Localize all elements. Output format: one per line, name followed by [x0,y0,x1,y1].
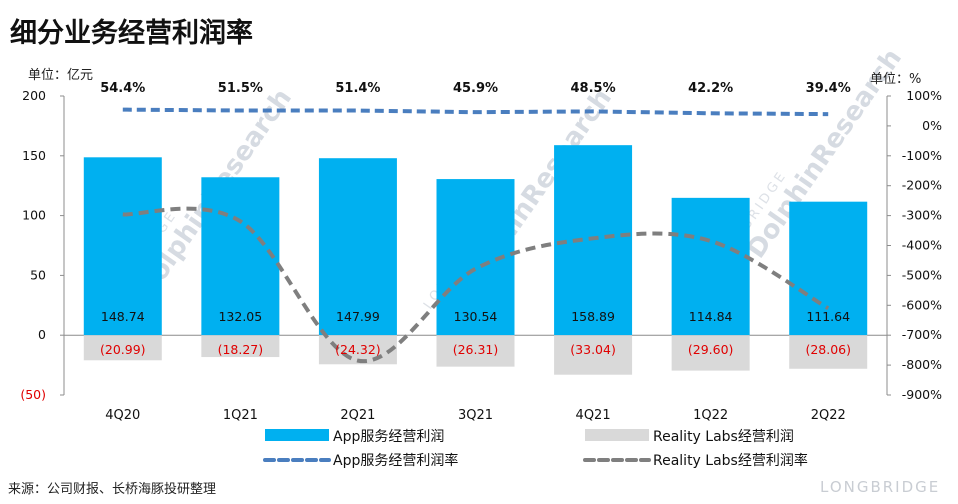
app-margin-label: 51.4% [335,81,380,96]
left-tick-label: 200 [22,88,46,103]
bar-rl-profit [789,335,868,369]
axes: 200 150 100 50 0 (50) 100% 0% -100% -200% -300% -40… [20,88,942,423]
rl-profit-label: (20.99) [100,342,146,357]
rl-profit-label: (18.27) [218,342,264,357]
right-tick-label: -800% [902,357,942,372]
legend: App服务经营利润 Reality Labs经营利润 App服务经营利润率 Re… [263,429,808,469]
bar-app-profit [83,157,162,336]
rl-profit-label: (28.06) [805,342,851,357]
x-tick-label: 1Q21 [223,408,258,423]
x-tick-label: 4Q21 [576,408,611,423]
bar-rl-profit [201,335,280,358]
right-tick-label: -600% [902,297,942,312]
bar-app-profit [201,177,280,336]
app-profit-label: 114.84 [689,309,733,324]
source-note: 来源：公司财报、长桥海豚投研整理 [8,481,216,497]
bar-rl-profit [83,335,162,361]
x-tick-label: 2Q22 [811,408,846,423]
bar-rl-profit [436,335,515,367]
rl-profit-label: (24.32) [335,342,381,357]
legend-swatch-app-profit [265,429,329,441]
bar-rl-profit [671,335,750,371]
right-tick-label: -100% [902,148,942,163]
chart-title: 细分业务经营利润率 [10,17,253,49]
right-tick-label: -900% [902,387,942,402]
line-rl-margin [122,206,830,364]
x-tick-label: 4Q20 [105,408,140,423]
right-tick-label: -300% [902,208,942,223]
bar-rl-profit [554,335,633,375]
right-tick-label: -200% [902,178,942,193]
rl-profit-label: (33.04) [570,342,616,357]
legend-label-rl-profit: Reality Labs经营利润 [653,429,794,445]
right-tick-label: 0% [922,118,942,133]
app-margin-label: 54.4% [100,81,145,96]
app-profit-label: 132.05 [218,309,262,324]
x-tick-label: 3Q21 [458,408,493,423]
right-tick-label: -700% [902,327,942,342]
app-margin-label: 45.9% [453,81,498,96]
app-profit-label: 130.54 [454,309,498,324]
lines [122,107,830,364]
brand-watermark: LONGBRIDGE [820,478,940,496]
app-profit-label: 158.89 [571,309,615,324]
app-profit-label: 148.74 [101,309,145,324]
left-tick-label: 100 [22,208,46,223]
legend-swatch-rl-profit [585,429,649,441]
line-app-margin [122,107,829,117]
left-tick-label: 0 [38,327,46,342]
bars [83,145,868,375]
x-tick-label: 2Q21 [340,408,375,423]
left-unit-label: 单位：亿元 [28,68,93,83]
app-margin-label: 39.4% [806,81,851,96]
left-tick-label: 150 [22,148,46,163]
app-profit-label: 111.64 [806,309,850,324]
app-margin-label: 51.5% [218,81,263,96]
legend-label-app-profit: App服务经营利润 [333,429,444,445]
app-profit-label: 147.99 [336,309,380,324]
app-margin-label: 42.2% [688,81,733,96]
rl-profit-label: (29.60) [688,342,734,357]
rl-profit-label: (26.31) [453,342,499,357]
bar-app-profit [318,158,397,336]
legend-label-app-margin: App服务经营利润率 [333,452,458,469]
left-tick-label: (50) [20,387,46,402]
x-tick-label: 1Q22 [693,408,728,423]
data-labels: 54.4% 51.5% 51.4% 45.9% 48.5% 42.2% 39.4% 148.7… [100,81,851,357]
legend-label-rl-margin: Reality Labs经营利润率 [653,452,808,469]
right-unit-label: 单位：% [870,72,921,87]
right-tick-label: -500% [902,267,942,282]
right-tick-label: 100% [906,88,942,103]
right-tick-label: -400% [902,238,942,253]
app-margin-label: 48.5% [571,81,616,96]
left-tick-label: 50 [30,267,46,282]
bar-app-profit [789,201,868,336]
bar-app-profit [671,197,750,336]
